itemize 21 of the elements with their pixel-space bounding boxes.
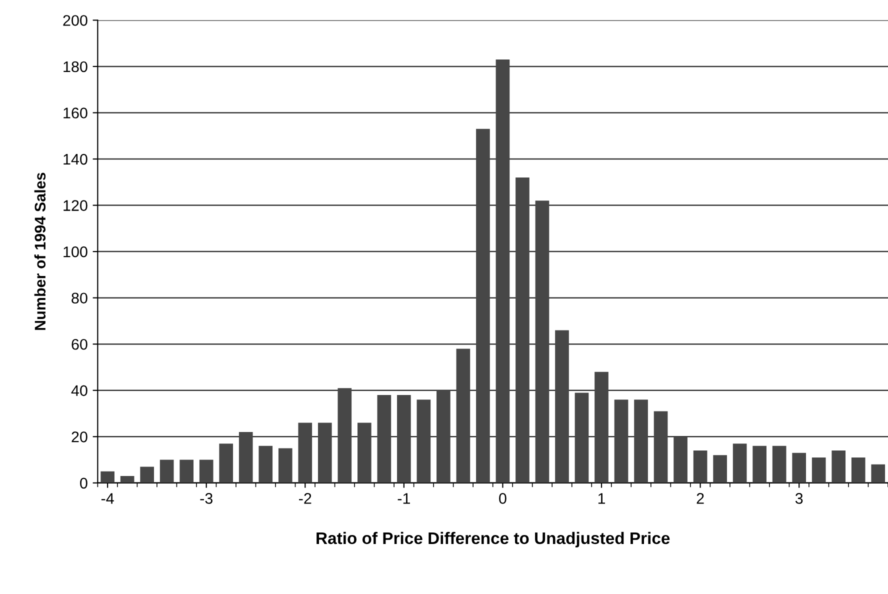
x-axis-title: Ratio of Price Difference to Unadjusted Price	[316, 532, 670, 548]
x-tick-label: 0	[499, 493, 506, 504]
y-axis-title: Number of 1994 Sales	[34, 172, 46, 330]
y-tick-label: 60	[72, 338, 88, 350]
x-tick-label: -3	[200, 493, 212, 504]
x-tick-label: 2	[696, 493, 704, 504]
y-tick-label: 100	[64, 246, 88, 258]
y-tick-label: 0	[80, 478, 88, 489]
x-tick-label: -4	[101, 493, 114, 504]
x-tick-label: -2	[299, 493, 312, 504]
x-tick-label: 1	[598, 493, 606, 504]
y-tick-label: 180	[64, 61, 88, 72]
x-tick-label: 3	[795, 493, 803, 504]
y-tick-label: 40	[71, 385, 88, 396]
x-tick-label: -1	[398, 493, 410, 504]
y-tick-label: 200	[63, 15, 88, 26]
y-tick-label: 20	[72, 432, 88, 442]
y-tick-label: 140	[64, 154, 88, 165]
y-tick-label: 120	[64, 200, 88, 211]
y-tick-label: 80	[72, 292, 88, 304]
y-tick-label: 160	[64, 108, 88, 118]
